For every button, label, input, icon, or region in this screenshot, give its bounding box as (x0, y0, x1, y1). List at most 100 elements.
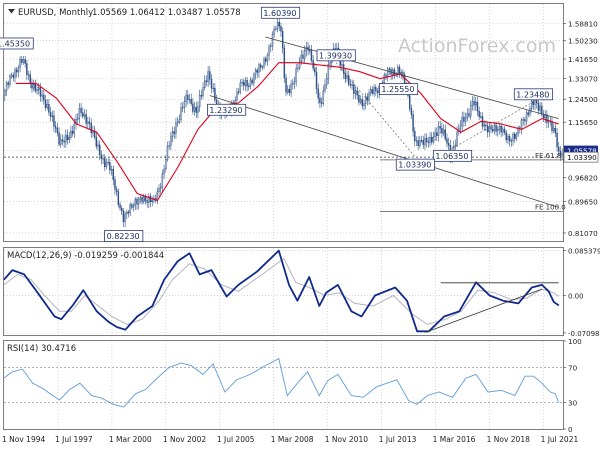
candle-body (502, 128, 504, 133)
candle-body (356, 90, 358, 96)
candle-body (261, 66, 264, 69)
candle-body (302, 54, 304, 59)
candle-body (344, 73, 347, 80)
candle-body (495, 124, 497, 132)
candle-body (558, 146, 560, 152)
candle-body (297, 67, 299, 70)
candle-body (476, 101, 479, 112)
candle-body (546, 114, 548, 123)
candle-body (485, 124, 487, 126)
candle-body (171, 131, 174, 138)
fib-extension-label: FE 100.0 (535, 204, 566, 212)
candle-body (434, 132, 436, 138)
candle-body (105, 162, 108, 168)
y-tick-label: 1.50230 (568, 37, 598, 46)
candle-body (139, 197, 142, 200)
support-price-marker: 1.03390 (563, 151, 599, 163)
y-tick-label: 1.41650 (568, 55, 598, 64)
candle-body (268, 46, 270, 56)
svg-text:1.45350: 1.45350 (0, 39, 30, 48)
candle-body (410, 108, 413, 115)
candle-body (364, 96, 367, 105)
candle-body (317, 88, 319, 99)
candle-body (241, 82, 243, 84)
axis-layer: 1 Nov 1994 1 Jul 1997 1 Mar 2000 1 Nov 2002… (2, 19, 600, 444)
candle-body (554, 127, 557, 134)
candle-body (375, 87, 377, 92)
candle-body (187, 94, 189, 100)
rsi-layer (3, 357, 560, 408)
candle-body (112, 168, 114, 180)
last-price-marker: 1.05578 (564, 145, 598, 156)
candle-body (512, 133, 514, 141)
candle-body (198, 95, 201, 108)
svg-text:1.39930: 1.39930 (319, 51, 352, 60)
x-tick-label: 1 Nov 2002 (163, 435, 206, 444)
candle-body (503, 128, 506, 134)
y-tick-label: 1.58810 (568, 19, 598, 28)
candle-body (58, 132, 60, 145)
swing-price-label: 0.82230 (104, 230, 144, 242)
y-tick-label: 0.89650 (568, 198, 598, 207)
candle-body (552, 127, 555, 131)
candle-body (520, 119, 523, 130)
watermark: ActionForex.com (398, 35, 556, 57)
swing-price-label: 1.60390 (260, 6, 301, 19)
candle-body (214, 87, 216, 101)
swing-price-label: 1.23480 (513, 88, 554, 101)
candle-body (175, 122, 177, 134)
candle-body (204, 80, 206, 88)
candle-body (358, 94, 360, 103)
candle-body (48, 103, 50, 113)
collapse-arrow-icon[interactable] (8, 9, 15, 14)
price-layer: FE 61.8 FE 100.0 1.60390 1.45350 1.39930 1.25… (0, 6, 566, 242)
candle-body (359, 99, 362, 103)
candle-body (424, 137, 426, 145)
candle-body (527, 112, 529, 115)
candle-body (505, 132, 507, 141)
candle-body (253, 74, 255, 84)
candle-body (49, 111, 52, 117)
x-tick-label: 1 Jul 2013 (379, 435, 417, 444)
candle-body (368, 92, 370, 101)
candle-body (314, 68, 316, 73)
candle-body (146, 200, 148, 203)
candle-body (530, 100, 533, 109)
candle-body (292, 83, 294, 85)
candle-body (43, 94, 45, 101)
candle-body (315, 71, 318, 90)
candle-body (102, 158, 104, 160)
candle-body (127, 211, 130, 214)
candle-body (429, 136, 431, 143)
candle-body (259, 64, 262, 68)
candle-body (280, 25, 282, 32)
candle-body (93, 130, 96, 138)
symbol-title: EURUSD, Monthly (18, 8, 93, 18)
candle-body (87, 121, 89, 124)
candle-body (493, 124, 496, 132)
candle-body (51, 115, 53, 117)
macd-y-tick-label: 0.00 (568, 292, 584, 300)
macd-y-tick-label: 0.085379 (568, 247, 600, 255)
candle-body (393, 69, 396, 76)
channel-line (209, 95, 559, 208)
candle-body (41, 94, 43, 97)
candle-body (414, 130, 416, 142)
candle-body (295, 68, 297, 82)
candle-body (517, 127, 519, 135)
candle-body (469, 105, 472, 117)
candle-body (61, 139, 64, 142)
candle-body (121, 208, 123, 212)
candle-body (468, 113, 470, 117)
candle-body (325, 78, 328, 85)
x-tick-label: 1 Jul 2021 (541, 435, 579, 444)
candle-body (12, 74, 15, 78)
candle-body (254, 69, 257, 76)
candle-body (53, 115, 55, 127)
candle-body (237, 91, 240, 93)
candle-body (29, 74, 31, 84)
candle-body (510, 140, 513, 142)
candle-body (21, 59, 23, 63)
candle-body (66, 134, 69, 140)
candle-body (148, 196, 150, 203)
